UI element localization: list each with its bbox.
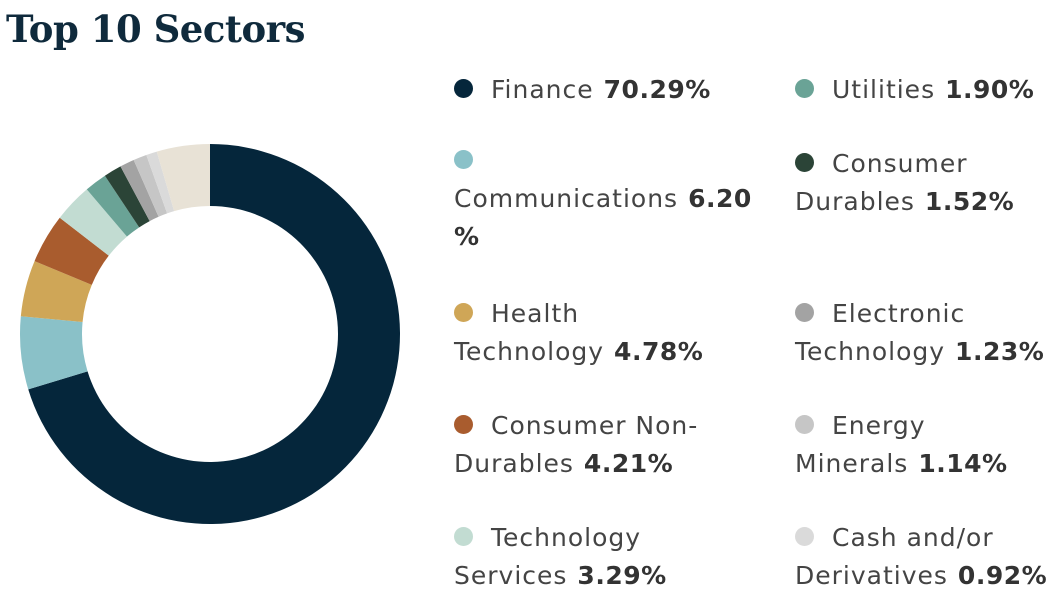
- legend-label-line2: Minerals: [795, 449, 909, 478]
- donut-slice-technology-services: [59, 189, 127, 256]
- legend-label-line2: Technology: [454, 337, 605, 366]
- legend-value: 6.20: [688, 184, 752, 213]
- legend-value: 1.14%: [918, 449, 1008, 478]
- donut-chart: [19, 144, 401, 524]
- legend-label-line2: Technology: [795, 337, 946, 366]
- donut-slice-energy-minerals: [133, 154, 168, 217]
- legend-label: Consumer: [832, 149, 968, 178]
- donut-slice-utilities: [86, 175, 140, 237]
- legend-label: Utilities: [832, 75, 936, 104]
- legend-swatch: [795, 302, 814, 322]
- legend-swatch: [795, 526, 814, 546]
- legend-label: Communications: [454, 184, 679, 213]
- legend-value: 70.29%: [603, 75, 711, 104]
- legend-item-technology-services: Technology Services 3.29%: [454, 519, 667, 595]
- legend-value: 3.29%: [577, 561, 667, 590]
- legend-item-consumer-non-durables: Consumer Non- Durables 4.21%: [454, 407, 698, 483]
- legend-swatch: [454, 78, 473, 98]
- legend-label: Technology: [491, 523, 642, 552]
- legend-value: 0.92%: [957, 561, 1048, 590]
- donut-slice-finance: [28, 144, 401, 524]
- donut-slice-consumer-durables: [104, 166, 150, 228]
- legend-label-line2: Derivatives: [795, 561, 948, 590]
- legend-item-cash-derivatives: Cash and/or Derivatives 0.92%: [795, 519, 1047, 595]
- donut-slice-health-technology: [20, 261, 92, 323]
- legend-item-energy-minerals: Energy Minerals 1.14%: [795, 407, 1008, 483]
- legend-value: 4.78%: [614, 337, 704, 366]
- legend-swatch: [454, 414, 473, 434]
- legend-label: Consumer Non-: [491, 411, 699, 440]
- legend-value: 4.21%: [583, 449, 674, 478]
- legend-label-line2: Durables: [454, 449, 574, 478]
- chart-title: Top 10 Sectors: [6, 7, 305, 51]
- legend-swatch: [795, 78, 814, 98]
- legend-label: Health: [491, 299, 580, 328]
- legend-swatch: [454, 302, 473, 322]
- legend-value-suffix: %: [454, 222, 480, 251]
- legend-swatch: [795, 152, 814, 172]
- legend-item-communications: Communications 6.20 %: [454, 142, 774, 256]
- legend-label-line2: Services: [454, 561, 568, 590]
- legend-value: 1.23%: [955, 337, 1045, 366]
- legend-value: 1.90%: [945, 75, 1035, 104]
- legend-item-finance: Finance 70.29%: [454, 71, 711, 109]
- legend-label-line2: Durables: [795, 187, 915, 216]
- legend-item-utilities: Utilities 1.90%: [795, 71, 1034, 109]
- legend-label: Finance: [491, 75, 594, 104]
- legend-label: Cash and/or: [832, 523, 994, 552]
- legend-item-electronic-technology: Electronic Technology 1.23%: [795, 295, 1044, 371]
- legend-item-consumer-durables: Consumer Durables 1.52%: [795, 145, 1014, 221]
- donut-slice-cash-and-or-derivatives: [146, 151, 175, 214]
- legend-item-health-technology: Health Technology 4.78%: [454, 295, 703, 371]
- legend-label: Energy: [832, 411, 926, 440]
- legend-label: Electronic: [832, 299, 966, 328]
- donut-slice-electronic-technology: [120, 160, 159, 222]
- donut-slice-consumer-non-durables: [34, 217, 109, 285]
- legend-swatch: [795, 414, 814, 434]
- legend-swatch: [454, 149, 473, 169]
- legend-swatch: [454, 526, 473, 546]
- donut-slice-communications: [19, 316, 88, 390]
- donut-slice-other: [156, 144, 210, 212]
- legend-value: 1.52%: [924, 187, 1015, 216]
